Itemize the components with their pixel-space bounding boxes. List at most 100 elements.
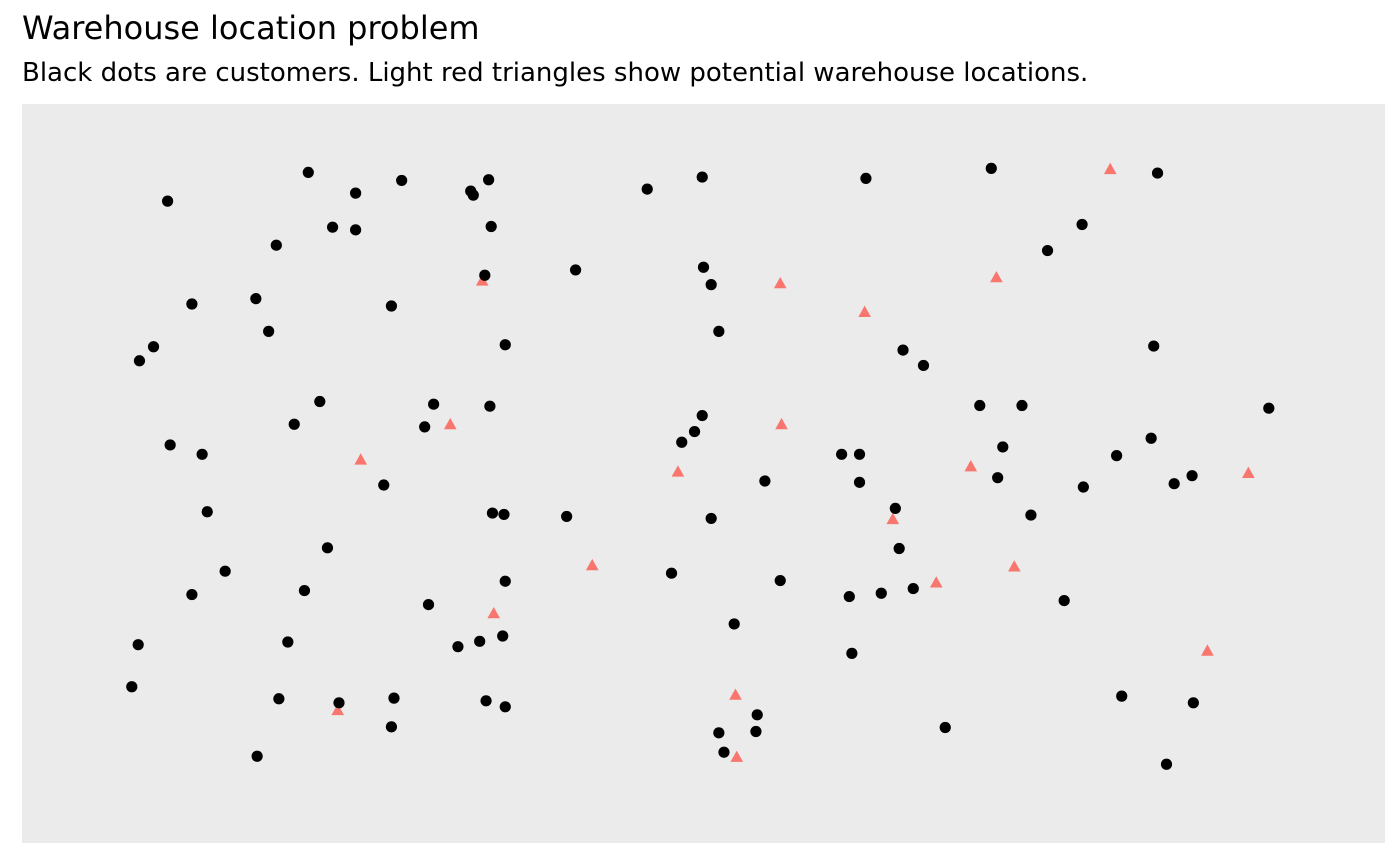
customer-point [273,693,285,705]
customer-point [774,574,786,587]
warehouse-location-marker [1242,466,1255,479]
customer-point [385,721,398,733]
customer-point [132,639,144,651]
warehouse-location-marker [1103,162,1117,175]
warehouse-location-marker [773,276,787,289]
customer-point [893,542,905,555]
customer-point [483,174,495,186]
customer-point [759,475,771,487]
customer-point [1148,340,1160,352]
customer-point [860,172,872,185]
customer-point [479,269,491,281]
customer-point [853,476,866,488]
warehouse-location-marker [1007,560,1021,572]
customer-point [1041,244,1054,257]
customer-point [378,479,390,491]
customer-point [251,750,263,762]
plot-panel [22,104,1385,843]
customer-point [985,162,997,174]
customer-point [485,220,497,233]
customer-point [452,641,464,653]
customer-point [250,293,262,305]
customer-point [705,279,717,291]
customer-point [480,695,492,707]
customer-point [713,325,725,337]
warehouse-location-marker [964,459,978,472]
customer-point [1111,450,1123,462]
customer-point [697,261,710,273]
customer-point [164,439,176,451]
warehouse-layer [331,162,1255,762]
customer-point [385,300,398,312]
scatter-plot [126,162,1275,770]
customer-point [298,584,311,597]
customer-point [147,341,160,353]
customer-point [422,598,435,611]
customer-point [1076,218,1088,231]
warehouse-location-marker [331,703,345,716]
customer-point [688,425,701,438]
warehouse-location-marker [775,417,788,430]
warehouse-location-marker [1201,644,1214,656]
customer-point [1058,594,1070,607]
customer-point [676,436,688,448]
customer-point [419,421,431,433]
customer-point [907,582,919,595]
customer-point [161,195,174,207]
customer-point [321,542,334,554]
customer-point [499,575,511,587]
customer-point [713,727,725,739]
customer-point [705,512,717,525]
customer-point [1145,432,1157,444]
customer-point [133,355,146,367]
customer-point [388,692,400,704]
customer-point [350,187,362,199]
customer-point [889,502,901,515]
customer-point [750,725,762,738]
customer-point [718,746,730,758]
customer-point [270,239,282,251]
customer-point [186,298,198,310]
customer-point [1016,399,1028,412]
warehouse-location-marker [990,270,1003,283]
customer-layer [126,162,1275,770]
customer-point [486,507,499,519]
customer-point [1116,690,1128,702]
customer-point [314,395,326,408]
customer-point [997,441,1009,453]
customer-point [728,618,740,630]
customer-point [696,171,708,183]
customer-point [263,325,275,337]
customer-point [665,567,678,579]
customer-point [1187,697,1199,709]
customer-point [288,418,300,430]
customer-point [992,472,1004,484]
warehouse-location-marker [671,465,685,477]
customer-point [350,224,362,236]
customer-point [897,344,909,356]
customer-point [561,510,573,523]
customer-point [196,448,208,460]
customer-point [1168,478,1180,490]
customer-point [570,264,582,276]
customer-point [326,221,339,233]
customer-point [843,590,855,603]
warehouse-location-marker [886,512,900,525]
warehouse-location-marker [487,606,501,619]
customer-point [302,166,314,178]
warehouse-location-marker [585,558,599,571]
customer-point [282,636,294,648]
customer-point [126,681,138,693]
customer-point [917,359,930,372]
customer-point [497,630,509,642]
customer-point [696,409,708,422]
customer-point [1151,167,1164,179]
warehouse-location-marker [729,688,742,700]
customer-point [836,448,848,460]
customer-point [1025,509,1037,521]
customer-point [396,174,408,187]
customer-point [219,565,231,577]
warehouse-location-marker [354,453,368,465]
customer-point [201,506,213,518]
customer-point [875,587,887,599]
